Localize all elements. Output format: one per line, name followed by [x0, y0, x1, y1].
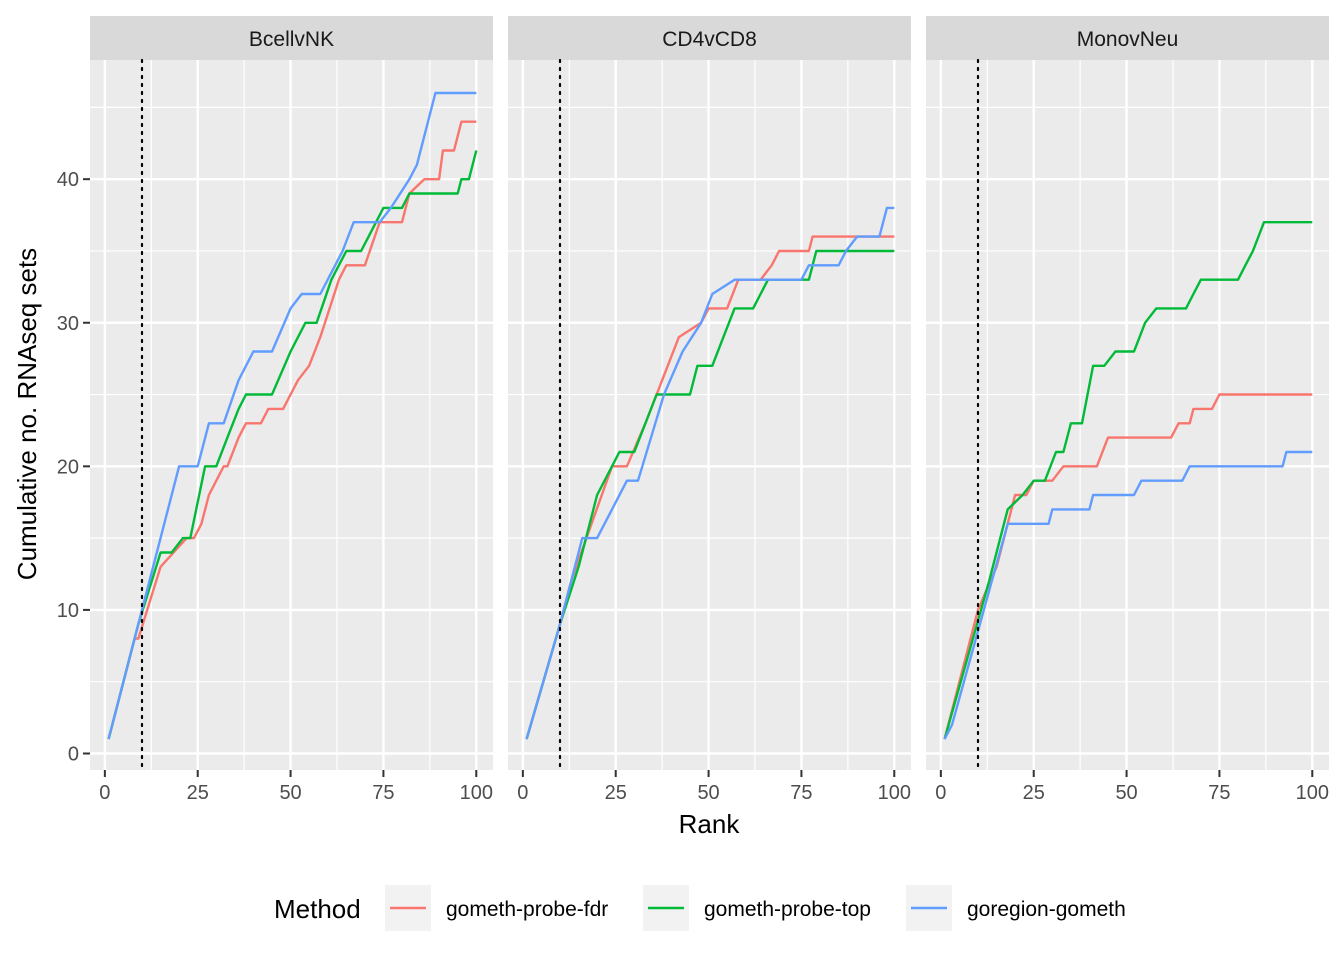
x-tick-label: 100: [878, 782, 911, 804]
x-tick-label: 0: [99, 782, 110, 804]
y-tick-label: 30: [57, 313, 79, 335]
y-tick-label: 20: [57, 456, 79, 478]
x-tick-label: 50: [697, 782, 719, 804]
legend-label: gometh-probe-top: [704, 898, 871, 921]
x-tick-label: 25: [187, 782, 209, 804]
panel-title: MonovNeu: [1077, 28, 1179, 51]
legend-item-gometh-probe-top: gometh-probe-top: [643, 885, 871, 931]
x-tick-label: 100: [460, 782, 493, 804]
x-tick-label: 0: [517, 782, 528, 804]
y-tick-label: 0: [68, 743, 79, 765]
x-tick-label: 75: [790, 782, 812, 804]
legend-items: gometh-probe-fdr gometh-probe-top goregion…: [385, 885, 1126, 931]
series-line-goregion-gometh: [525, 206, 895, 740]
panel-strip: [926, 16, 1329, 60]
x-tick-label: 100: [1296, 782, 1329, 804]
x-tick-label: 50: [279, 782, 301, 804]
legend: Method gometh-probe-fdr gometh-probe-top g…: [274, 885, 1126, 931]
legend-label: gometh-probe-fdr: [446, 898, 608, 921]
y-tick-label: 40: [57, 169, 79, 191]
panel-title: BcellvNK: [249, 28, 334, 51]
legend-title: Method: [274, 894, 361, 924]
panel-title: CD4vCD8: [662, 28, 757, 51]
x-tick-label: 75: [372, 782, 394, 804]
series-line-goregion-gometh: [107, 91, 477, 740]
y-tick-label: 10: [57, 600, 79, 622]
x-tick-label: 25: [605, 782, 627, 804]
series-line-goregion-gometh: [943, 450, 1313, 740]
x-tick-label: 50: [1115, 782, 1137, 804]
panel-strip: [508, 16, 911, 60]
series-line-gometh-probe-top: [943, 221, 1313, 740]
x-tick-label: 25: [1023, 782, 1045, 804]
chart-axes: Rank Cumulative no. RNAseq sets: [12, 248, 740, 839]
panel-strip: [90, 16, 493, 60]
series-line-gometh-probe-top: [107, 150, 478, 740]
panel-bcellvnk: BcellvNK 0 25 50 75 100 0 10 20 30 40: [57, 16, 493, 804]
series-line-gometh-probe-fdr: [943, 393, 1313, 740]
legend-item-goregion-gometh: goregion-gometh: [906, 885, 1126, 931]
y-axis-title: Cumulative no. RNAseq sets: [12, 248, 42, 580]
chart-panels: BcellvNK 0 25 50 75 100 0 10 20 30 40 CD4vCD8 0 25 50 7…: [57, 16, 1329, 804]
x-tick-label: 0: [935, 782, 946, 804]
x-axis-title: Rank: [679, 809, 741, 839]
panel-cd4vcd8: CD4vCD8 0 25 50 75 100: [508, 16, 911, 804]
legend-label: goregion-gometh: [967, 898, 1126, 921]
x-tick-label: 75: [1208, 782, 1230, 804]
panel-monovneu: MonovNeu 0 25 50 75 100: [926, 16, 1329, 804]
legend-item-gometh-probe-fdr: gometh-probe-fdr: [385, 885, 608, 931]
